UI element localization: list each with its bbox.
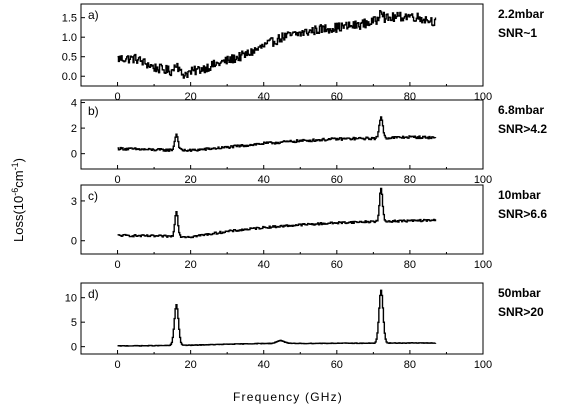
x-tick-label: 20 [185, 174, 197, 186]
y-axis-title-exp1: -6 [10, 188, 20, 196]
pressure-snr-note: 2.2mbar [498, 7, 544, 21]
plot-frame [80, 99, 484, 170]
plot-frame [80, 3, 484, 87]
x-tick-label: 40 [258, 259, 270, 271]
x-tick-label: 100 [474, 259, 492, 271]
panel-1: 0 20 40 60 80 100 0 2 4 b) 6.8mbar SNR>4.2 [71, 98, 547, 186]
y-tick-label: 0.5 [62, 52, 77, 64]
pressure-snr-note: 50mbar [498, 286, 541, 300]
y-tick-label: 0 [71, 149, 77, 161]
pressure-snr-note: SNR>20 [498, 305, 544, 319]
panel-2: 0 20 40 60 80 100 0 3 c) 10mbar SNR>6.6 [71, 184, 547, 271]
plot-frame [80, 184, 484, 255]
x-tick-label: 20 [185, 359, 197, 371]
panel-letter: a) [88, 8, 99, 22]
y-axis-title-exp2: -1 [10, 162, 20, 170]
y-tick-label: 0 [71, 236, 77, 248]
pressure-snr-note: SNR~1 [498, 26, 537, 40]
x-tick-label: 80 [404, 91, 416, 103]
x-axis-title: Frequency (GHz) [233, 390, 343, 404]
panel-letter: d) [88, 287, 99, 301]
x-tick-label: 40 [258, 91, 270, 103]
spectrum-line [117, 116, 437, 152]
y-tick-label: 3 [71, 196, 77, 208]
y-tick-label: 10 [65, 293, 77, 305]
y-tick-label: 0.0 [62, 71, 77, 83]
y-tick-label: 2 [71, 123, 77, 135]
x-tick-label: 0 [114, 174, 120, 186]
spectrum-line [117, 10, 437, 79]
y-tick-label: 1.0 [62, 32, 77, 44]
x-tick-label: 100 [474, 174, 492, 186]
x-tick-label: 80 [404, 174, 416, 186]
pressure-snr-note: SNR>4.2 [498, 122, 547, 136]
panel-letter: c) [88, 189, 98, 203]
spectrum-line [117, 187, 437, 239]
panel-letter: b) [88, 104, 99, 118]
x-tick-label: 0 [114, 359, 120, 371]
y-axis-title-suffix: ) [11, 158, 26, 162]
x-tick-label: 100 [474, 359, 492, 371]
x-tick-label: 40 [258, 359, 270, 371]
panel-3: 0 20 40 60 80 100 0 5 10 d) 50mbar SNR>20 [65, 282, 544, 371]
y-axis-title-prefix: Loss(10 [11, 196, 26, 242]
x-tick-label: 0 [114, 259, 120, 271]
x-tick-label: 40 [258, 174, 270, 186]
y-tick-label: 5 [71, 317, 77, 329]
x-tick-label: 0 [114, 91, 120, 103]
x-tick-label: 60 [331, 91, 343, 103]
x-tick-label: 80 [404, 359, 416, 371]
pressure-snr-note: SNR>6.6 [498, 207, 547, 221]
pressure-snr-note: 6.8mbar [498, 103, 544, 117]
x-tick-label: 60 [331, 259, 343, 271]
y-axis-title-unit: cm [11, 170, 26, 187]
x-tick-label: 60 [331, 359, 343, 371]
plot-frame [80, 282, 484, 355]
x-tick-label: 80 [404, 259, 416, 271]
x-tick-label: 20 [185, 91, 197, 103]
x-tick-label: 60 [331, 174, 343, 186]
spectrum-line [117, 289, 437, 347]
y-tick-label: 1.5 [62, 13, 77, 25]
x-tick-label: 20 [185, 259, 197, 271]
y-tick-label: 0 [71, 342, 77, 354]
y-tick-label: 4 [71, 98, 77, 110]
y-axis-title: Loss(10-6cm-1) [10, 158, 26, 242]
pressure-snr-note: 10mbar [498, 188, 541, 202]
